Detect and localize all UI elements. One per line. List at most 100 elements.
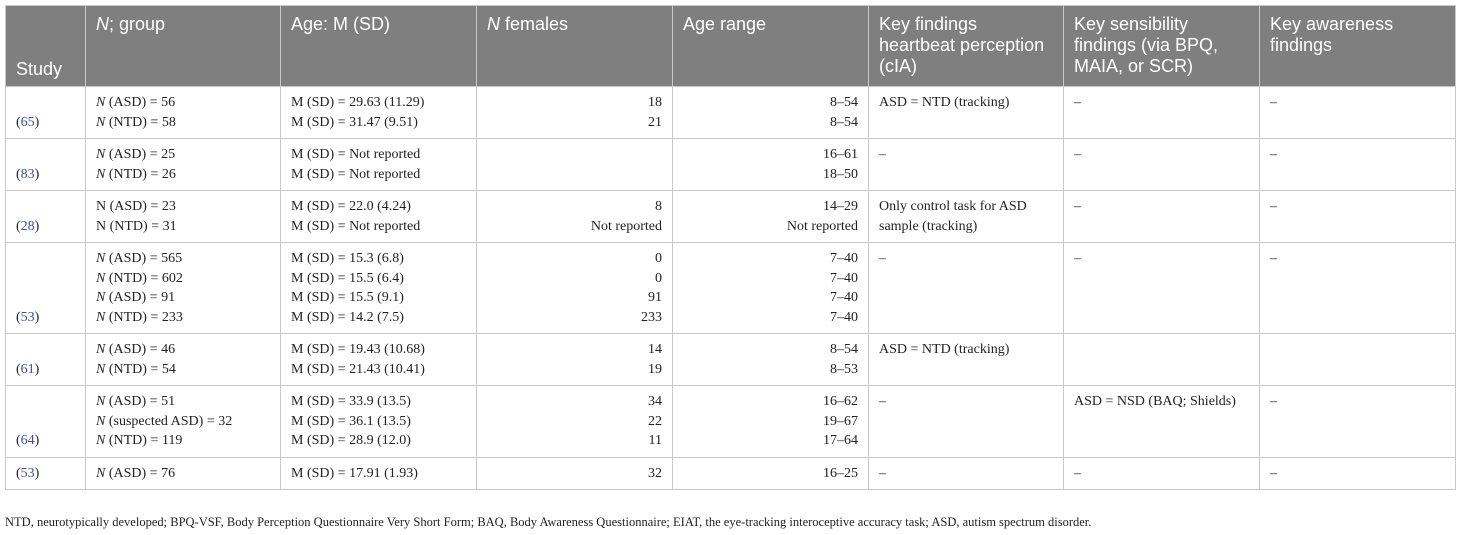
sensibility-findings-cell: – [1063, 190, 1260, 243]
group-n-prefix: N [96, 361, 106, 377]
study-reference-link[interactable]: 83 [20, 166, 35, 182]
sensibility-findings-text: – [1074, 465, 1081, 481]
group-n-line: N (NTD) = 119 [96, 431, 270, 451]
age-range-cell: 16–61 18–50 [672, 138, 869, 191]
awareness-findings-text: – [1270, 199, 1277, 214]
females-cell [476, 138, 673, 191]
group-age: M (SD) = 29.63 (11.29) [291, 95, 425, 110]
group-n-line: N (suspected ASD) = 32 [96, 412, 270, 432]
study-reference-link[interactable]: 53 [20, 465, 35, 481]
n-group-cell: N (ASD) = 56 N (NTD) = 58 [85, 86, 281, 139]
heartbeat-findings-text: – [879, 251, 886, 266]
group-females: 233 [641, 309, 662, 325]
group-age: M (SD) = 19.43 (10.68) [291, 342, 425, 357]
sensibility-findings-cell: – [1063, 242, 1260, 334]
studies-table: Study N; group Age: M (SD) N females Age… [5, 5, 1456, 490]
group-n-text: N (NTD) = 31 [96, 218, 177, 234]
females-cell: 8 Not reported [476, 190, 673, 243]
n-group-cell: N (ASD) = 46 N (NTD) = 54 [85, 333, 281, 386]
age-range-cell: 8–54 8–54 [672, 86, 869, 139]
group-n-text: (ASD) = 565 [105, 251, 183, 266]
heartbeat-findings-cell: – [868, 138, 1064, 191]
sensibility-findings-cell [1063, 333, 1260, 386]
group-age: M (SD) = 33.9 (13.5) [291, 394, 411, 409]
age-range-cell: 7–40 7–40 7–40 7–40 [672, 242, 869, 334]
age-cell: M (SD) = 29.63 (11.29) M (SD) = 31.47 (9.… [280, 86, 477, 139]
group-n-text: (NTD) = 54 [105, 361, 176, 377]
group-age: M (SD) = 15.3 (6.8) [291, 251, 404, 266]
group-n-text: N (ASD) = 23 [96, 199, 176, 214]
group-age-range: 8–53 [830, 361, 858, 377]
group-n-text: (NTD) = 58 [105, 114, 176, 130]
group-age: M (SD) = 28.9 (12.0) [291, 433, 411, 448]
header-age-msd: Age: M (SD) [280, 5, 477, 87]
group-age: M (SD) = 31.47 (9.51) [291, 114, 418, 130]
n-group-cell: N (ASD) = 76 [85, 456, 281, 490]
group-n-text: (ASD) = 76 [105, 465, 176, 481]
age-cell: M (SD) = 19.43 (10.68) M (SD) = 21.43 (10… [280, 333, 477, 386]
table-row: (83) N (ASD) = 25 N (NTD) = 26 M (SD) = Not… [5, 138, 1456, 191]
group-n-line: N (NTD) = 602 [96, 269, 270, 289]
group-n-line: N (ASD) = 76 [96, 464, 270, 484]
females-cell: 34 22 11 [476, 385, 673, 458]
age-cell: M (SD) = 22.0 (4.24) M (SD) = Not reporte… [280, 190, 477, 243]
group-age: M (SD) = 36.1 (13.5) [291, 413, 411, 429]
group-n-line: N (NTD) = 233 [96, 308, 270, 328]
group-n-text: (NTD) = 602 [105, 270, 183, 286]
study-reference-link[interactable]: 28 [20, 218, 35, 234]
group-females: Not reported [590, 218, 662, 234]
table-footnote: NTD, neurotypically developed; BPQ-VSF, … [5, 515, 1092, 529]
study-reference-link[interactable]: 53 [20, 309, 35, 325]
awareness-findings-cell [1259, 333, 1456, 386]
awareness-findings-cell: – [1259, 242, 1456, 334]
study-reference-link[interactable]: 64 [20, 433, 35, 448]
group-females: 32 [648, 465, 662, 481]
group-n-prefix: N [96, 147, 106, 162]
heartbeat-findings-cell: – [868, 456, 1064, 490]
group-n-text: (suspected ASD) = 32 [105, 413, 233, 429]
awareness-findings-cell: – [1259, 456, 1456, 490]
females-cell: 0 0 91 233 [476, 242, 673, 334]
group-n-text: (ASD) = 51 [105, 394, 176, 409]
group-age-range: 7–40 [830, 251, 858, 266]
study-cell: (64) [5, 385, 86, 458]
group-females: 0 [655, 270, 662, 286]
header-n-females: N females [476, 5, 673, 87]
group-females: 14 [648, 342, 662, 357]
group-age-range: 8–54 [830, 342, 858, 357]
group-age-range: 16–62 [823, 394, 858, 409]
header-study: Study [5, 5, 86, 87]
n-group-cell: N (ASD) = 25 N (NTD) = 26 [85, 138, 281, 191]
group-n-text: (NTD) = 119 [105, 433, 183, 448]
sensibility-findings-text: ASD = NSD (BAQ; Shields) [1074, 394, 1236, 409]
awareness-findings-text: – [1270, 465, 1277, 481]
header-key-sensibility: Key sensibility findings (via BPQ, MAIA,… [1063, 5, 1260, 87]
group-females: 19 [648, 361, 662, 377]
study-reference-link[interactable]: 61 [20, 361, 35, 377]
study-cell: (53) [5, 456, 86, 490]
group-age-range: 7–40 [830, 270, 858, 286]
group-age-range: 17–64 [823, 433, 858, 448]
group-age: M (SD) = Not reported [291, 147, 421, 162]
heartbeat-findings-cell: – [868, 385, 1064, 458]
group-n-line: N (ASD) = 46 [96, 340, 270, 360]
group-n-prefix: N [96, 394, 106, 409]
sensibility-findings-text: – [1074, 95, 1081, 110]
table-row: (61) N (ASD) = 46 N (NTD) = 54 M (SD) = 19.… [5, 333, 1456, 386]
header-row: Study N; group Age: M (SD) N females Age… [5, 5, 1456, 87]
group-age-range: 18–50 [823, 166, 858, 182]
group-age-range: 14–29 [823, 199, 858, 214]
heartbeat-findings-text: ASD = NTD (tracking) [879, 95, 1010, 110]
group-age: M (SD) = 15.5 (6.4) [291, 270, 404, 286]
group-age-range: 19–67 [823, 413, 858, 429]
group-n-line: N (ASD) = 25 [96, 145, 270, 165]
group-n-line: N (NTD) = 31 [96, 217, 270, 237]
age-cell: M (SD) = 17.91 (1.93) [280, 456, 477, 490]
group-n-text: (ASD) = 91 [105, 290, 176, 305]
group-age-range: 16–25 [823, 465, 858, 481]
study-reference-link[interactable]: 65 [20, 114, 35, 130]
group-n-prefix: N [96, 114, 106, 130]
sensibility-findings-text: – [1074, 199, 1081, 214]
females-cell: 18 21 [476, 86, 673, 139]
group-n-line: N (ASD) = 56 [96, 93, 270, 113]
